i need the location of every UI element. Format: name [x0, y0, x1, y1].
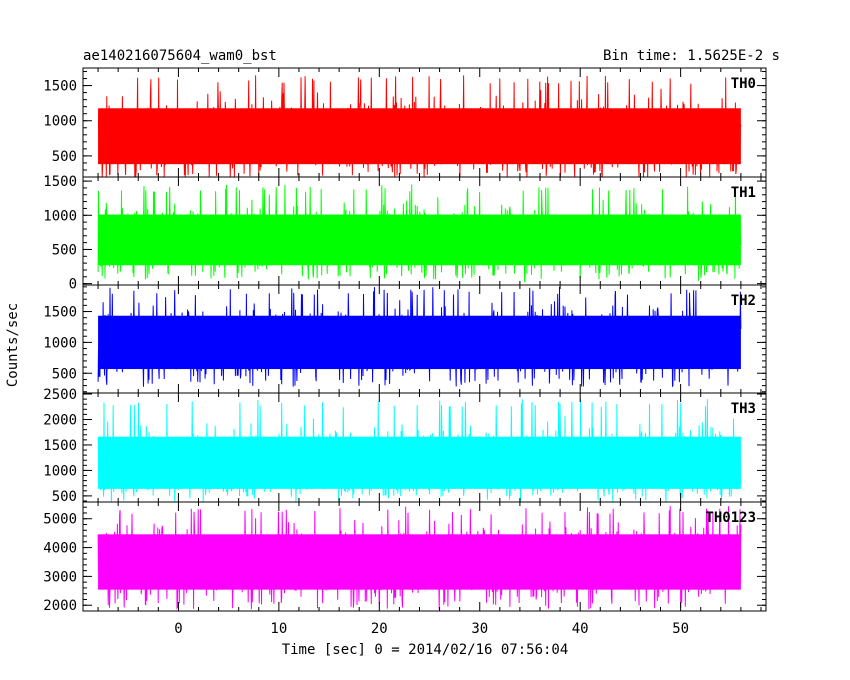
panel-th3: 500 1000 1500 2000 2500 TH3: [43, 387, 767, 505]
y-tick-label: 1500: [43, 174, 77, 190]
bin-time-label: Bin time: 1.5625E-2 s: [603, 48, 780, 64]
y-tick-label: 500: [52, 366, 77, 382]
series-line-th3: [97, 399, 742, 502]
panel-label: TH3: [731, 401, 756, 417]
panel-label: TH2: [731, 293, 756, 309]
y-tick-label: 3000: [43, 569, 77, 585]
y-tick-label: 1500: [43, 79, 77, 95]
panel-th0: 500 1000 1500 TH0: [43, 67, 767, 178]
panel-label: TH0: [731, 76, 756, 92]
series-line-th0: [97, 75, 742, 177]
x-axis-label: Time [sec] 0 = 2014/02/16 07:56:04: [282, 642, 569, 658]
y-tick-label: 1500: [43, 305, 77, 321]
x-tick-label: 10: [270, 621, 287, 637]
y-tick-label: 2000: [43, 412, 77, 428]
y-tick-label: 2500: [43, 387, 77, 403]
series-line-th1: [97, 184, 742, 283]
x-tick-label: 50: [672, 621, 689, 637]
series-line-th2: [97, 286, 742, 387]
y-tick-label: 1500: [43, 438, 77, 454]
y-tick-label: 4000: [43, 541, 77, 557]
panel-label: TH1: [731, 185, 756, 201]
y-tick-label: 2000: [43, 598, 77, 614]
panel-frame: [82, 501, 767, 612]
chart-title: ae140216075604_wam0_bst: [83, 48, 277, 64]
x-tick-label: 30: [471, 621, 488, 637]
y-tick-label: 1000: [43, 114, 77, 130]
y-tick-label: 500: [52, 149, 77, 165]
y-axis-label: Counts/sec: [5, 303, 21, 387]
x-tick-label: 0: [174, 621, 182, 637]
y-tick-label: 1000: [43, 208, 77, 224]
y-tick-label: 1000: [43, 335, 77, 351]
y-tick-label: 500: [52, 489, 77, 505]
x-tick-label: 40: [572, 621, 589, 637]
y-tick-label: 5000: [43, 512, 77, 528]
panel-th0123: 2000 3000 4000 5000 TH0123: [43, 501, 767, 614]
panel-th1: 0 500 1000 1500 TH1: [43, 174, 767, 293]
series-line-th0123: [97, 505, 742, 610]
y-tick-label: 500: [52, 242, 77, 258]
panel-th2: 500 1000 1500 TH2: [43, 284, 767, 394]
x-tick-label: 20: [371, 621, 388, 637]
panel-label: TH0123: [705, 510, 756, 526]
y-tick-label: 1000: [43, 463, 77, 479]
y-tick-label: 0: [69, 277, 77, 293]
